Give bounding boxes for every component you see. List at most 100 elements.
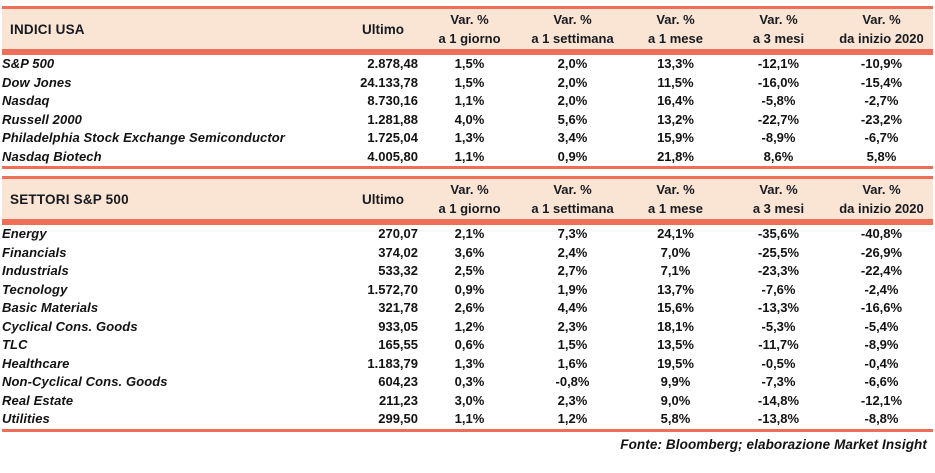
var-value: 2,3%	[557, 318, 588, 334]
var-value: 0,6%	[454, 337, 485, 352]
var-value: 21,8%	[657, 148, 694, 164]
settori-sp500-header: SETTORI S&P 500 Ultimo Var. % a 1 giorno…	[2, 177, 933, 222]
column-header-bottom: a 3 mesi	[752, 31, 805, 46]
var-value: 11,5%	[657, 74, 694, 90]
settori-sp500-table: SETTORI S&P 500 Ultimo Var. % a 1 giorno…	[2, 176, 933, 432]
row-label: Energy	[2, 226, 47, 241]
ultimo-value: 321,78	[378, 300, 418, 315]
var-value: -40,8%	[860, 226, 903, 241]
var-value: 9,9%	[660, 374, 691, 389]
column-header-top: Var. %	[759, 12, 798, 27]
row-label: Real Estate	[2, 392, 74, 408]
var-value: 15,6%	[657, 300, 694, 315]
column-header-top: Var. %	[553, 12, 592, 27]
var-value: -15,4%	[860, 74, 903, 90]
column-header-bottom: a 1 giorno	[438, 201, 501, 216]
var-value: 8,6%	[763, 148, 794, 164]
row-label: Nasdaq Biotech	[2, 148, 102, 164]
var-value: -16,0%	[757, 74, 800, 90]
var-value: -35,6%	[757, 226, 800, 241]
var-value: 3,0%	[454, 392, 485, 408]
var-value: -6,7%	[864, 130, 899, 145]
var-value: -26,9%	[860, 244, 903, 260]
var-value: 1,6%	[557, 355, 588, 371]
var-value: -0,8%	[555, 374, 590, 389]
var-value: 2,4%	[557, 244, 588, 260]
column-header-top: Var. %	[450, 182, 489, 197]
var-value: -2,7%	[864, 93, 899, 108]
var-value: -8,9%	[761, 130, 796, 145]
table-row: TLC 165,55 0,6% 1,5% 13,5% -11,7% -8,9%	[2, 336, 933, 355]
ultimo-value: 211,23	[378, 392, 418, 408]
var-value: 13,2%	[657, 111, 694, 127]
var-value: 1,5%	[557, 337, 588, 352]
var-value: -2,4%	[864, 281, 899, 297]
row-label: Philadelphia Stock Exchange Semiconducto…	[2, 130, 285, 145]
column-header-var-1m: Var. % a 1 mese	[624, 177, 727, 222]
var-value: -12,1%	[757, 56, 800, 71]
table-row: S&P 500 2.878,48 1,5% 2,0% 13,3% -12,1% -10,9%	[2, 54, 933, 74]
var-value: 1,1%	[454, 93, 485, 108]
var-value: 1,1%	[454, 411, 485, 426]
row-label: Nasdaq	[2, 93, 50, 108]
column-header-bottom: a 1 giorno	[438, 31, 501, 46]
ultimo-value: 1.281,88	[367, 111, 418, 127]
var-value: 3,4%	[557, 130, 588, 145]
table-row: Tecnology 1.572,70 0,9% 1,9% 13,7% -7,6% -2,4%	[2, 281, 933, 300]
column-header-ultimo: Ultimo	[320, 7, 418, 52]
ultimo-value: 1.572,70	[367, 281, 418, 297]
var-value: 4,0%	[454, 111, 485, 127]
var-value: -7,6%	[761, 281, 796, 297]
table-title: SETTORI S&P 500	[2, 177, 320, 222]
column-header-bottom: a 1 mese	[648, 31, 703, 46]
var-value: -6,6%	[864, 374, 899, 389]
var-value: 7,1%	[660, 263, 691, 278]
column-header-bottom: a 1 settimana	[531, 31, 614, 46]
var-value: -13,8%	[757, 411, 800, 426]
ultimo-value: 1.725,04	[367, 130, 418, 145]
var-value: 1,5%	[454, 74, 485, 90]
column-header-var-1d: Var. % a 1 giorno	[418, 177, 521, 222]
var-value: 1,2%	[557, 411, 588, 426]
row-label: Utilities	[2, 411, 50, 426]
ultimo-value: 2.878,48	[367, 56, 418, 71]
double-rule-separator	[2, 220, 933, 225]
indici-usa-header: INDICI USA Ultimo Var. % a 1 giorno Var.…	[2, 7, 933, 52]
var-value: 2,1%	[454, 226, 485, 241]
var-value: 13,7%	[657, 281, 694, 297]
var-value: 5,8%	[866, 148, 897, 164]
row-label: Non-Cyclical Cons. Goods	[2, 374, 168, 389]
var-value: -0,4%	[864, 355, 899, 371]
table-row: Non-Cyclical Cons. Goods 604,23 0,3% -0,8% 9…	[2, 373, 933, 392]
var-value: 1,3%	[454, 355, 485, 371]
row-label: Healthcare	[2, 355, 70, 371]
report-page: INDICI USA Ultimo Var. % a 1 giorno Var.…	[2, 6, 933, 452]
var-value: 1,3%	[454, 130, 485, 145]
var-value: 2,3%	[557, 392, 588, 408]
column-header-top: Var. %	[656, 12, 695, 27]
ultimo-value: 604,23	[378, 374, 418, 389]
var-value: 0,3%	[454, 374, 485, 389]
var-value: 13,5%	[657, 337, 694, 352]
var-value: -7,3%	[761, 374, 796, 389]
var-value: 2,5%	[454, 263, 485, 278]
column-header-top: Var. %	[656, 182, 695, 197]
column-header-ultimo: Ultimo	[320, 177, 418, 222]
table-row: Industrials 533,32 2,5% 2,7% 7,1% -23,3% -22,4…	[2, 262, 933, 281]
ultimo-value: 1.183,79	[367, 355, 418, 371]
row-label: TLC	[2, 337, 28, 352]
column-header-var-1w: Var. % a 1 settimana	[521, 7, 624, 52]
row-label: Tecnology	[2, 281, 68, 297]
var-value: -8,9%	[864, 337, 899, 352]
ultimo-value: 165,55	[378, 337, 418, 352]
column-header-var-ytd: Var. % da inizio 2020	[830, 177, 933, 222]
var-value: 1,5%	[454, 56, 485, 71]
ultimo-value: 8.730,16	[367, 93, 418, 108]
var-value: 1,1%	[454, 148, 485, 164]
var-value: 0,9%	[557, 148, 588, 164]
var-value: 4,4%	[557, 300, 588, 315]
column-header-var-3m: Var. % a 3 mesi	[727, 7, 830, 52]
ultimo-value: 4.005,80	[367, 148, 418, 164]
var-value: -5,4%	[864, 318, 899, 334]
source-note: Fonte: Bloomberg; elaborazione Market In…	[620, 436, 927, 452]
